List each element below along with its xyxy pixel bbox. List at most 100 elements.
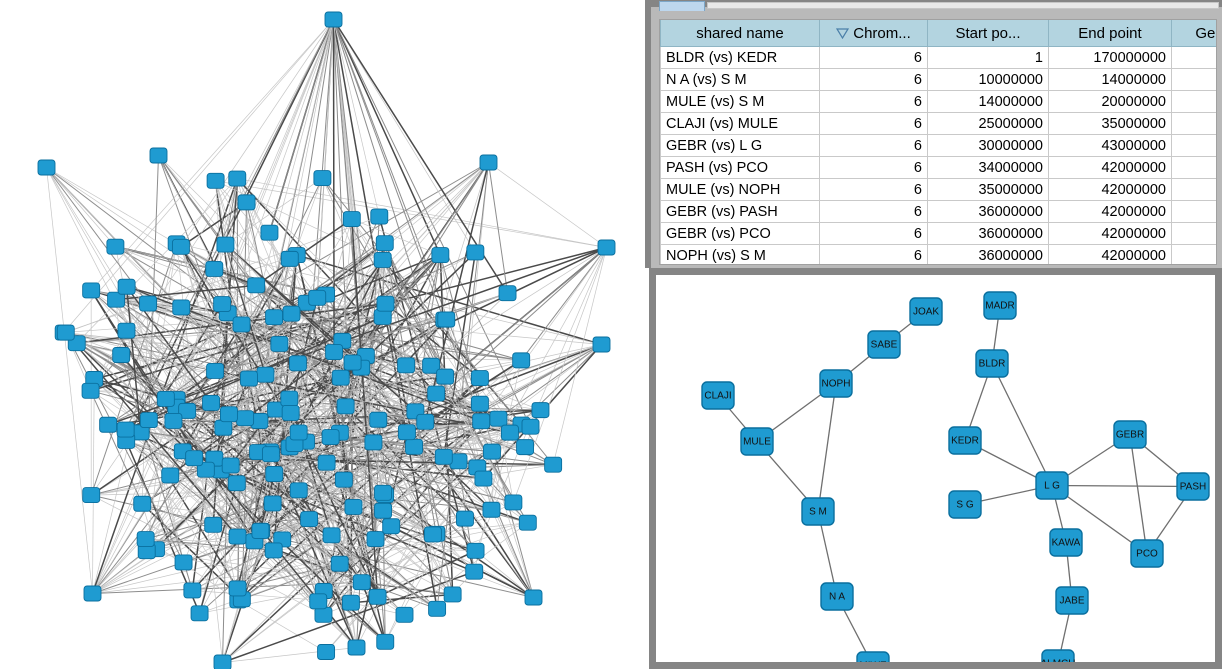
network-node[interactable] [504,494,523,511]
network-node[interactable] [324,11,343,28]
network-edge[interactable] [406,431,526,448]
network-node[interactable]: L G [1035,471,1069,500]
network-edge[interactable] [475,550,534,598]
network-edge[interactable] [488,162,509,294]
network-node[interactable] [263,495,282,512]
network-node[interactable]: GEBR [1113,420,1147,449]
network-edge[interactable] [180,307,188,411]
network-node[interactable] [500,424,519,441]
network-edge[interactable] [165,398,239,601]
network-edge[interactable] [332,19,442,256]
network-edge[interactable] [175,19,334,407]
network-edge[interactable] [94,378,324,592]
network-edge[interactable] [148,155,159,421]
network-node[interactable]: CLAJI [701,381,735,410]
table-cell-chromosome[interactable]: 6 [819,178,928,201]
filtered-network-canvas[interactable]: CLAJI MULE NOPH SABE JOAK S M N A MIWE MADR BLDR K… [656,275,1215,662]
network-node[interactable] [330,555,349,572]
network-edge[interactable] [356,403,481,648]
table-tab[interactable] [659,1,705,11]
network-node[interactable] [524,589,543,606]
network-node[interactable] [317,454,336,471]
table-cell-chromosome[interactable]: 6 [819,200,928,223]
network-node[interactable] [228,528,247,545]
network-node[interactable] [309,593,328,610]
network-node[interactable] [416,413,435,430]
network-node[interactable] [139,412,158,429]
network-node[interactable] [373,251,392,268]
network-node[interactable] [313,170,332,187]
node-shape[interactable] [740,427,774,456]
network-node[interactable]: MADR [983,291,1017,320]
network-node[interactable] [117,278,136,295]
table-cell-genetic[interactable]: 7.5 [1171,90,1216,113]
table-cell-end_point[interactable]: 43000000 [1048,134,1172,157]
network-edge[interactable] [125,429,340,565]
network-edge[interactable] [158,155,434,535]
network-edge[interactable] [65,332,239,538]
network-edge[interactable] [46,167,93,594]
network-edge[interactable] [458,461,492,510]
network-edge[interactable] [1129,434,1148,554]
node-shape[interactable] [1113,420,1147,449]
network-edge[interactable] [116,299,602,345]
table-cell-start_point[interactable]: 25000000 [927,112,1049,135]
network-edge[interactable] [46,167,379,421]
network-edge[interactable] [273,19,334,318]
network-node[interactable] [382,518,401,535]
network-node[interactable]: S M [801,497,835,526]
network-node[interactable]: PCO [1130,539,1164,568]
network-node[interactable] [288,355,307,372]
network-node[interactable] [172,299,191,316]
table-cell-genetic[interactable]: 9.9 [1171,244,1216,264]
network-edge[interactable] [214,178,238,371]
network-node[interactable] [300,511,319,528]
network-node[interactable]: MIWE [856,651,890,662]
network-node[interactable] [456,510,474,527]
table-cell-shared_name[interactable]: GEBR (vs) PCO [660,222,820,245]
network-node[interactable] [334,471,353,488]
network-node[interactable] [375,235,394,252]
network-edge[interactable] [116,284,257,301]
network-edge[interactable] [63,332,340,565]
table-cell-shared_name[interactable]: PASH (vs) PCO [660,156,820,179]
table-cell-chromosome[interactable]: 6 [819,156,928,179]
network-node[interactable] [216,236,235,253]
network-edge[interactable] [552,247,607,465]
network-edge[interactable] [237,377,481,601]
network-node[interactable] [431,247,450,263]
network-node[interactable] [321,429,340,445]
network-node[interactable] [236,410,255,427]
table-cell-start_point[interactable]: 36000000 [927,222,1049,245]
network-node[interactable] [342,211,361,227]
network-node[interactable] [341,594,360,611]
network-edge[interactable] [288,398,333,536]
network-node[interactable] [336,398,355,415]
network-edge[interactable] [224,178,238,245]
network-edge[interactable] [382,344,602,512]
table-cell-end_point[interactable]: 42000000 [1048,156,1172,179]
network-edge[interactable] [272,503,438,610]
table-cell-shared_name[interactable]: GEBR (vs) PASH [660,200,820,223]
network-edge[interactable] [125,286,142,433]
network-edge[interactable] [270,453,358,648]
network-edge[interactable] [92,436,331,594]
network-edge[interactable] [333,19,353,220]
network-node[interactable] [374,484,392,501]
network-node[interactable] [531,402,550,419]
table-row[interactable]: MULE (vs) NOPH6350000004200000010.5 [660,178,1216,201]
network-edge[interactable] [145,538,476,552]
table-cell-start_point[interactable]: 14000000 [927,90,1049,113]
table-cell-genetic[interactable]: 8.4 [1171,222,1216,245]
network-edge[interactable] [145,538,340,565]
table-row[interactable]: GEBR (vs) PCO636000000420000008.4 [660,222,1216,245]
network-edge[interactable] [333,19,531,427]
table-header-genetic[interactable]: Genetic... [1171,20,1216,47]
network-node[interactable]: KAWA [1049,528,1083,557]
network-node[interactable]: N A [820,582,854,611]
network-edge[interactable] [215,180,453,595]
network-edge[interactable] [373,254,441,443]
network-edge[interactable] [90,303,223,496]
network-node[interactable]: PASH [1176,472,1210,501]
network-edge[interactable] [220,442,374,471]
